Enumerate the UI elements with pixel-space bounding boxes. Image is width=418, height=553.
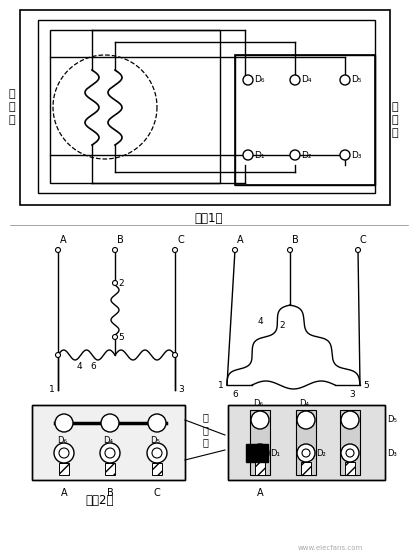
Text: D₁: D₁	[270, 448, 280, 457]
Text: D₂: D₂	[301, 150, 311, 159]
Polygon shape	[152, 463, 162, 475]
Circle shape	[346, 449, 354, 457]
Text: www.elecfans.com: www.elecfans.com	[297, 545, 363, 551]
Text: 图（1）: 图（1）	[195, 211, 223, 225]
Text: 2: 2	[279, 321, 285, 330]
Text: D₃: D₃	[387, 448, 397, 457]
Text: 5: 5	[363, 380, 369, 389]
Circle shape	[173, 352, 178, 357]
Text: 3: 3	[178, 385, 184, 394]
Text: 3: 3	[349, 390, 355, 399]
Polygon shape	[246, 444, 268, 462]
Text: D₆: D₆	[57, 436, 67, 445]
Circle shape	[54, 443, 74, 463]
Text: 4: 4	[77, 362, 82, 371]
Circle shape	[152, 448, 162, 458]
Circle shape	[173, 248, 178, 253]
Polygon shape	[301, 462, 311, 475]
Circle shape	[100, 443, 120, 463]
Circle shape	[340, 150, 350, 160]
Polygon shape	[228, 405, 385, 480]
Text: D₃: D₃	[150, 455, 160, 464]
Circle shape	[56, 352, 61, 357]
Text: D₅: D₅	[351, 76, 362, 85]
Circle shape	[101, 414, 119, 432]
Polygon shape	[345, 462, 355, 475]
Text: D₄: D₄	[299, 399, 309, 408]
Text: 5: 5	[118, 332, 124, 342]
Text: B: B	[292, 235, 299, 245]
Text: B: B	[107, 488, 113, 498]
Circle shape	[251, 411, 269, 429]
Text: 接
线
板: 接 线 板	[202, 413, 208, 447]
Text: D₅: D₅	[387, 415, 397, 425]
Text: 电
动
机: 电 动 机	[9, 89, 15, 125]
Text: 1: 1	[49, 385, 55, 394]
Circle shape	[355, 248, 360, 253]
Circle shape	[290, 150, 300, 160]
Circle shape	[341, 444, 359, 462]
Circle shape	[341, 411, 359, 429]
Circle shape	[59, 448, 69, 458]
Polygon shape	[340, 410, 360, 475]
Circle shape	[290, 75, 300, 85]
Circle shape	[243, 150, 253, 160]
Circle shape	[147, 443, 167, 463]
Circle shape	[112, 248, 117, 253]
Circle shape	[288, 248, 293, 253]
Text: 6: 6	[232, 390, 238, 399]
Text: D₂: D₂	[316, 448, 326, 457]
Text: B: B	[117, 235, 124, 245]
Polygon shape	[250, 410, 270, 475]
Text: D₅: D₅	[150, 436, 160, 445]
Text: D₂: D₂	[103, 455, 113, 464]
Polygon shape	[235, 55, 375, 185]
Text: D₆: D₆	[253, 399, 263, 408]
Text: D₁: D₁	[254, 150, 265, 159]
Text: C: C	[177, 235, 184, 245]
Circle shape	[55, 414, 73, 432]
Circle shape	[256, 449, 264, 457]
Text: A: A	[237, 235, 244, 245]
Text: D₄: D₄	[301, 76, 311, 85]
Circle shape	[297, 444, 315, 462]
Circle shape	[340, 75, 350, 85]
Circle shape	[243, 75, 253, 85]
Text: 4: 4	[257, 316, 263, 326]
Polygon shape	[105, 463, 115, 475]
Text: A: A	[257, 488, 263, 498]
Polygon shape	[59, 463, 69, 475]
Circle shape	[56, 248, 61, 253]
Polygon shape	[255, 462, 265, 475]
Text: D₆: D₆	[254, 76, 265, 85]
Text: D₁: D₁	[57, 455, 67, 464]
Circle shape	[232, 248, 237, 253]
Text: C: C	[360, 235, 367, 245]
Circle shape	[105, 448, 115, 458]
Circle shape	[302, 449, 310, 457]
Text: A: A	[60, 235, 66, 245]
Polygon shape	[296, 410, 316, 475]
Circle shape	[112, 335, 117, 340]
Circle shape	[251, 444, 269, 462]
Text: A: A	[61, 488, 67, 498]
Text: 2: 2	[118, 279, 124, 288]
Text: 1: 1	[218, 380, 224, 389]
Polygon shape	[32, 405, 185, 480]
Text: C: C	[154, 488, 161, 498]
Text: D₃: D₃	[351, 150, 362, 159]
Circle shape	[297, 411, 315, 429]
Text: 接
线
板: 接 线 板	[392, 102, 398, 138]
Text: 6: 6	[90, 362, 96, 371]
Text: D₄: D₄	[103, 436, 113, 445]
Text: 图（2）: 图（2）	[86, 493, 114, 507]
Circle shape	[112, 280, 117, 285]
Circle shape	[148, 414, 166, 432]
